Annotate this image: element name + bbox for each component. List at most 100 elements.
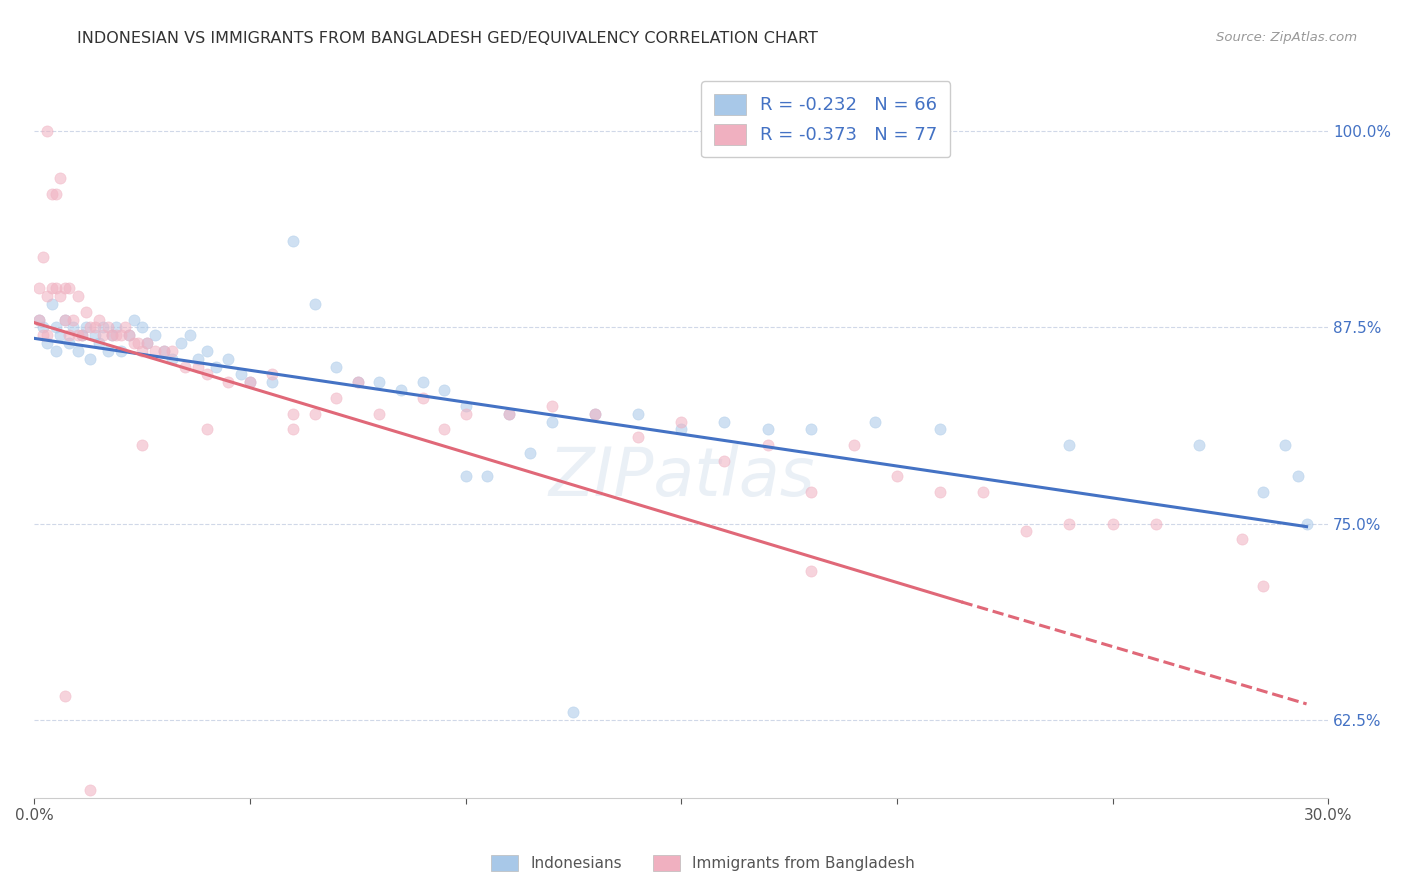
Point — [368, 376, 391, 390]
Point — [83, 328, 105, 343]
Point — [118, 328, 141, 343]
Point — [66, 328, 89, 343]
Point — [519, 446, 541, 460]
Point — [498, 407, 520, 421]
Point — [204, 359, 226, 374]
Point — [79, 351, 101, 366]
Point — [627, 407, 650, 421]
Point — [187, 359, 209, 374]
Point — [454, 469, 477, 483]
Point — [93, 328, 115, 343]
Point — [122, 312, 145, 326]
Point — [498, 407, 520, 421]
Point — [800, 564, 823, 578]
Point — [346, 376, 368, 390]
Point — [143, 343, 166, 358]
Point — [37, 328, 59, 343]
Point — [75, 320, 97, 334]
Point — [53, 689, 76, 703]
Point — [41, 187, 63, 202]
Point — [1253, 579, 1275, 593]
Point — [122, 336, 145, 351]
Point — [454, 407, 477, 421]
Point — [713, 415, 735, 429]
Point — [929, 485, 952, 500]
Point — [28, 312, 51, 326]
Point — [1144, 516, 1167, 531]
Point — [1230, 532, 1253, 546]
Point — [541, 415, 564, 429]
Point — [49, 171, 72, 186]
Point — [66, 343, 89, 358]
Point — [97, 343, 120, 358]
Point — [260, 368, 283, 382]
Point — [101, 328, 124, 343]
Point — [217, 351, 239, 366]
Legend: R = -0.232   N = 66, R = -0.373   N = 77: R = -0.232 N = 66, R = -0.373 N = 77 — [702, 81, 950, 157]
Point — [152, 343, 174, 358]
Point — [49, 328, 72, 343]
Point — [412, 376, 434, 390]
Point — [187, 351, 209, 366]
Point — [281, 234, 304, 248]
Point — [105, 328, 128, 343]
Point — [32, 320, 55, 334]
Point — [131, 320, 153, 334]
Point — [53, 312, 76, 326]
Point — [28, 281, 51, 295]
Point — [101, 328, 124, 343]
Point — [118, 328, 141, 343]
Point — [45, 320, 67, 334]
Point — [53, 281, 76, 295]
Point — [87, 312, 110, 326]
Text: ZIPatlas: ZIPatlas — [548, 444, 814, 510]
Point — [671, 415, 693, 429]
Point — [83, 320, 105, 334]
Point — [97, 320, 120, 334]
Point — [66, 289, 89, 303]
Point — [800, 485, 823, 500]
Point — [929, 422, 952, 436]
Point — [79, 783, 101, 797]
Point — [70, 328, 93, 343]
Point — [756, 422, 779, 436]
Point — [433, 383, 456, 397]
Point — [75, 304, 97, 318]
Point — [389, 383, 412, 397]
Point — [281, 422, 304, 436]
Point — [58, 328, 80, 343]
Point — [1253, 485, 1275, 500]
Point — [346, 376, 368, 390]
Point — [1015, 524, 1038, 539]
Point — [195, 343, 218, 358]
Point — [454, 399, 477, 413]
Point — [325, 359, 347, 374]
Point — [62, 320, 84, 334]
Point — [41, 297, 63, 311]
Point — [127, 336, 149, 351]
Point — [135, 336, 157, 351]
Point — [541, 399, 564, 413]
Text: INDONESIAN VS IMMIGRANTS FROM BANGLADESH GED/EQUIVALENCY CORRELATION CHART: INDONESIAN VS IMMIGRANTS FROM BANGLADESH… — [77, 31, 818, 46]
Point — [865, 415, 887, 429]
Point — [627, 430, 650, 444]
Point — [195, 368, 218, 382]
Point — [79, 320, 101, 334]
Point — [179, 328, 201, 343]
Point — [1188, 438, 1211, 452]
Point — [170, 336, 193, 351]
Point — [325, 391, 347, 405]
Point — [143, 328, 166, 343]
Point — [135, 336, 157, 351]
Point — [756, 438, 779, 452]
Point — [45, 187, 67, 202]
Point — [562, 705, 585, 719]
Point — [152, 343, 174, 358]
Legend: Indonesians, Immigrants from Bangladesh: Indonesians, Immigrants from Bangladesh — [485, 849, 921, 877]
Point — [110, 343, 132, 358]
Point — [583, 407, 606, 421]
Point — [37, 289, 59, 303]
Point — [37, 124, 59, 138]
Point — [32, 250, 55, 264]
Point — [1059, 438, 1081, 452]
